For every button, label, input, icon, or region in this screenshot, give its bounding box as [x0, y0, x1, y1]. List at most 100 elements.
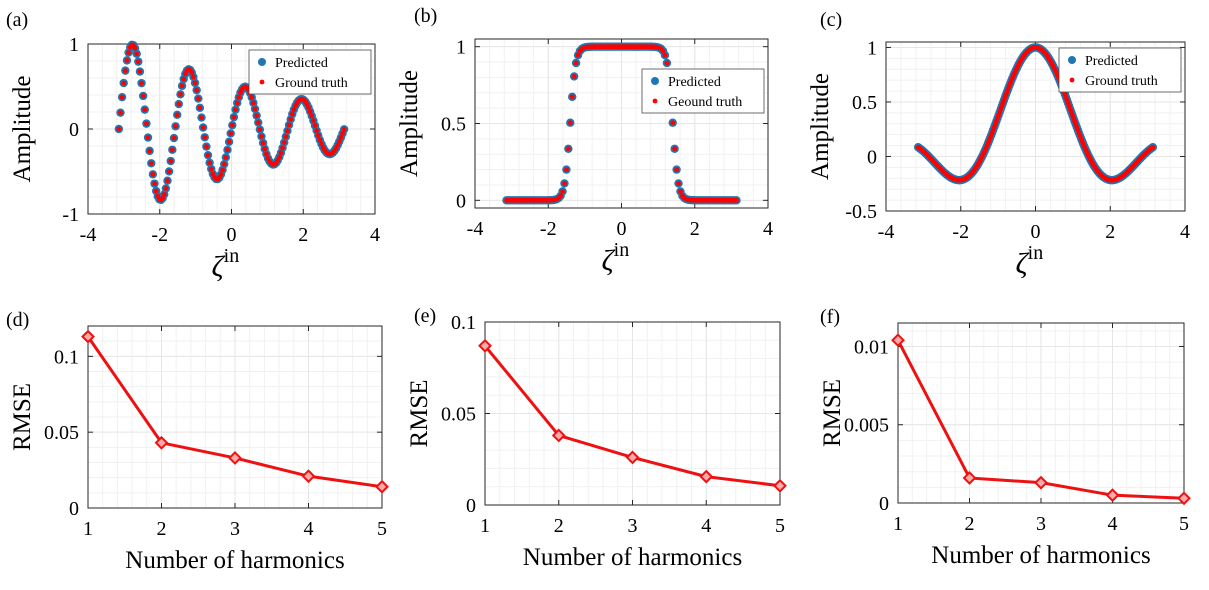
- point-ground-truth: [307, 109, 313, 114]
- point-ground-truth: [317, 137, 323, 143]
- point-ground-truth: [314, 128, 319, 133]
- y-tick-label: 0.005: [844, 415, 889, 437]
- legend-label: Predicted: [275, 56, 328, 71]
- legend-b: Predicted Geound truth: [641, 68, 765, 114]
- legend-label: Ground truth: [1085, 74, 1158, 89]
- y-tick-label: 0: [69, 119, 79, 141]
- x-tick-label: -2: [151, 224, 168, 246]
- x-axis-label-base: ζ: [1016, 247, 1030, 280]
- rmse-point-marker: [1105, 488, 1120, 503]
- y-tick-label: 0: [466, 495, 476, 517]
- point-ground-truth: [207, 160, 213, 166]
- rmse-point-marker: [891, 333, 905, 348]
- point-ground-truth: [562, 181, 567, 186]
- grid-e: [484, 321, 781, 506]
- y-tick-label: 1: [69, 34, 79, 56]
- x-tick-label: 0: [1031, 221, 1041, 243]
- y-tick-label: 0.5: [441, 114, 466, 136]
- legend-box: [641, 68, 765, 114]
- point-ground-truth: [166, 169, 172, 174]
- point-ground-truth: [567, 120, 573, 126]
- y-axis-label-a: Amplitude: [9, 76, 36, 183]
- point-ground-truth: [142, 107, 148, 113]
- point-ground-truth: [670, 120, 676, 126]
- grid-d: [87, 325, 383, 509]
- point-ground-truth: [122, 68, 128, 74]
- y-tick-label: -1: [62, 204, 79, 226]
- point-ground-truth: [289, 111, 295, 117]
- legend-label: Geound truth: [668, 95, 742, 110]
- y-tick-label: 0.05: [44, 422, 79, 444]
- point-ground-truth: [560, 189, 565, 194]
- rmse-point-marker: [625, 450, 640, 465]
- legend-label: Predicted: [668, 75, 721, 90]
- point-ground-truth: [135, 59, 141, 65]
- point-ground-truth: [249, 95, 255, 100]
- point-ground-truth: [569, 94, 575, 100]
- x-tick-label: 1: [83, 518, 93, 540]
- point-ground-truth: [341, 126, 347, 132]
- x-tick-label: 2: [298, 224, 308, 246]
- point-ground-truth: [208, 166, 214, 172]
- x-tick-label: 4: [1180, 221, 1190, 243]
- legend-a: Predicted Ground truth: [248, 49, 372, 95]
- legend-marker-predicted: [651, 77, 659, 85]
- point-ground-truth: [340, 131, 345, 136]
- point-ground-truth: [140, 93, 146, 99]
- point-ground-truth: [288, 116, 294, 122]
- point-ground-truth: [262, 146, 268, 152]
- rmse-point-marker: [81, 329, 95, 344]
- x-tick-label: -4: [878, 221, 895, 243]
- rmse-point-marker: [551, 428, 566, 443]
- point-ground-truth: [202, 134, 208, 140]
- point-ground-truth: [660, 48, 666, 54]
- point-ground-truth: [195, 96, 201, 101]
- point-ground-truth: [220, 167, 225, 173]
- rmse-point-marker: [375, 479, 389, 494]
- y-tick-label: 0.1: [451, 312, 476, 334]
- panel-b: (b) -4 -2 0 2 4 0 0.5 1 Amplitude ζin Predicted Geou…: [396, 5, 773, 277]
- point-ground-truth: [573, 60, 579, 66]
- legend-marker-predicted: [258, 58, 266, 66]
- x-tick-label: -2: [952, 221, 969, 243]
- legend-marker-predicted: [1068, 56, 1076, 64]
- x-axis-label-e: Number of harmonics: [523, 544, 742, 571]
- x-tick-label: -2: [540, 218, 557, 240]
- x-tick-label: 3: [628, 515, 638, 537]
- point-ground-truth: [145, 135, 151, 140]
- x-axis-label-sup: in: [1028, 242, 1044, 264]
- x-tick-label: 2: [157, 518, 167, 540]
- y-tick-label: 0.05: [441, 404, 476, 426]
- legend-marker-ground-truth: [259, 79, 265, 85]
- rmse-point-marker: [962, 471, 977, 485]
- rmse-point-marker: [154, 435, 169, 450]
- point-ground-truth: [163, 186, 169, 191]
- point-ground-truth: [252, 106, 258, 112]
- grid-b: [474, 39, 769, 208]
- point-ground-truth: [276, 154, 282, 160]
- point-ground-truth: [257, 127, 263, 132]
- point-ground-truth: [338, 135, 344, 140]
- point-ground-truth: [259, 134, 264, 139]
- rmse-point-marker: [773, 478, 787, 493]
- rmse-point-marker: [478, 338, 492, 353]
- point-ground-truth: [161, 191, 167, 197]
- x-axis-label-sup: in: [224, 245, 240, 267]
- legend-box: [248, 49, 372, 95]
- x-tick-label: 2: [690, 218, 700, 240]
- point-ground-truth: [137, 69, 143, 74]
- x-tick-label: 5: [775, 515, 785, 537]
- x-tick-label: 4: [763, 218, 773, 240]
- point-ground-truth: [181, 76, 187, 82]
- x-tick-label: 2: [1105, 221, 1115, 243]
- point-ground-truth: [153, 188, 159, 194]
- y-tick-label: 1: [867, 37, 877, 59]
- point-ground-truth: [118, 110, 123, 116]
- point-ground-truth: [283, 134, 289, 140]
- point-ground-truth: [291, 107, 297, 112]
- point-ground-truth: [310, 118, 316, 124]
- x-tick-label: 4: [701, 515, 711, 537]
- point-ground-truth: [148, 160, 154, 166]
- legend-label: Predicted: [1085, 54, 1138, 69]
- x-axis-label-f: Number of harmonics: [931, 542, 1150, 569]
